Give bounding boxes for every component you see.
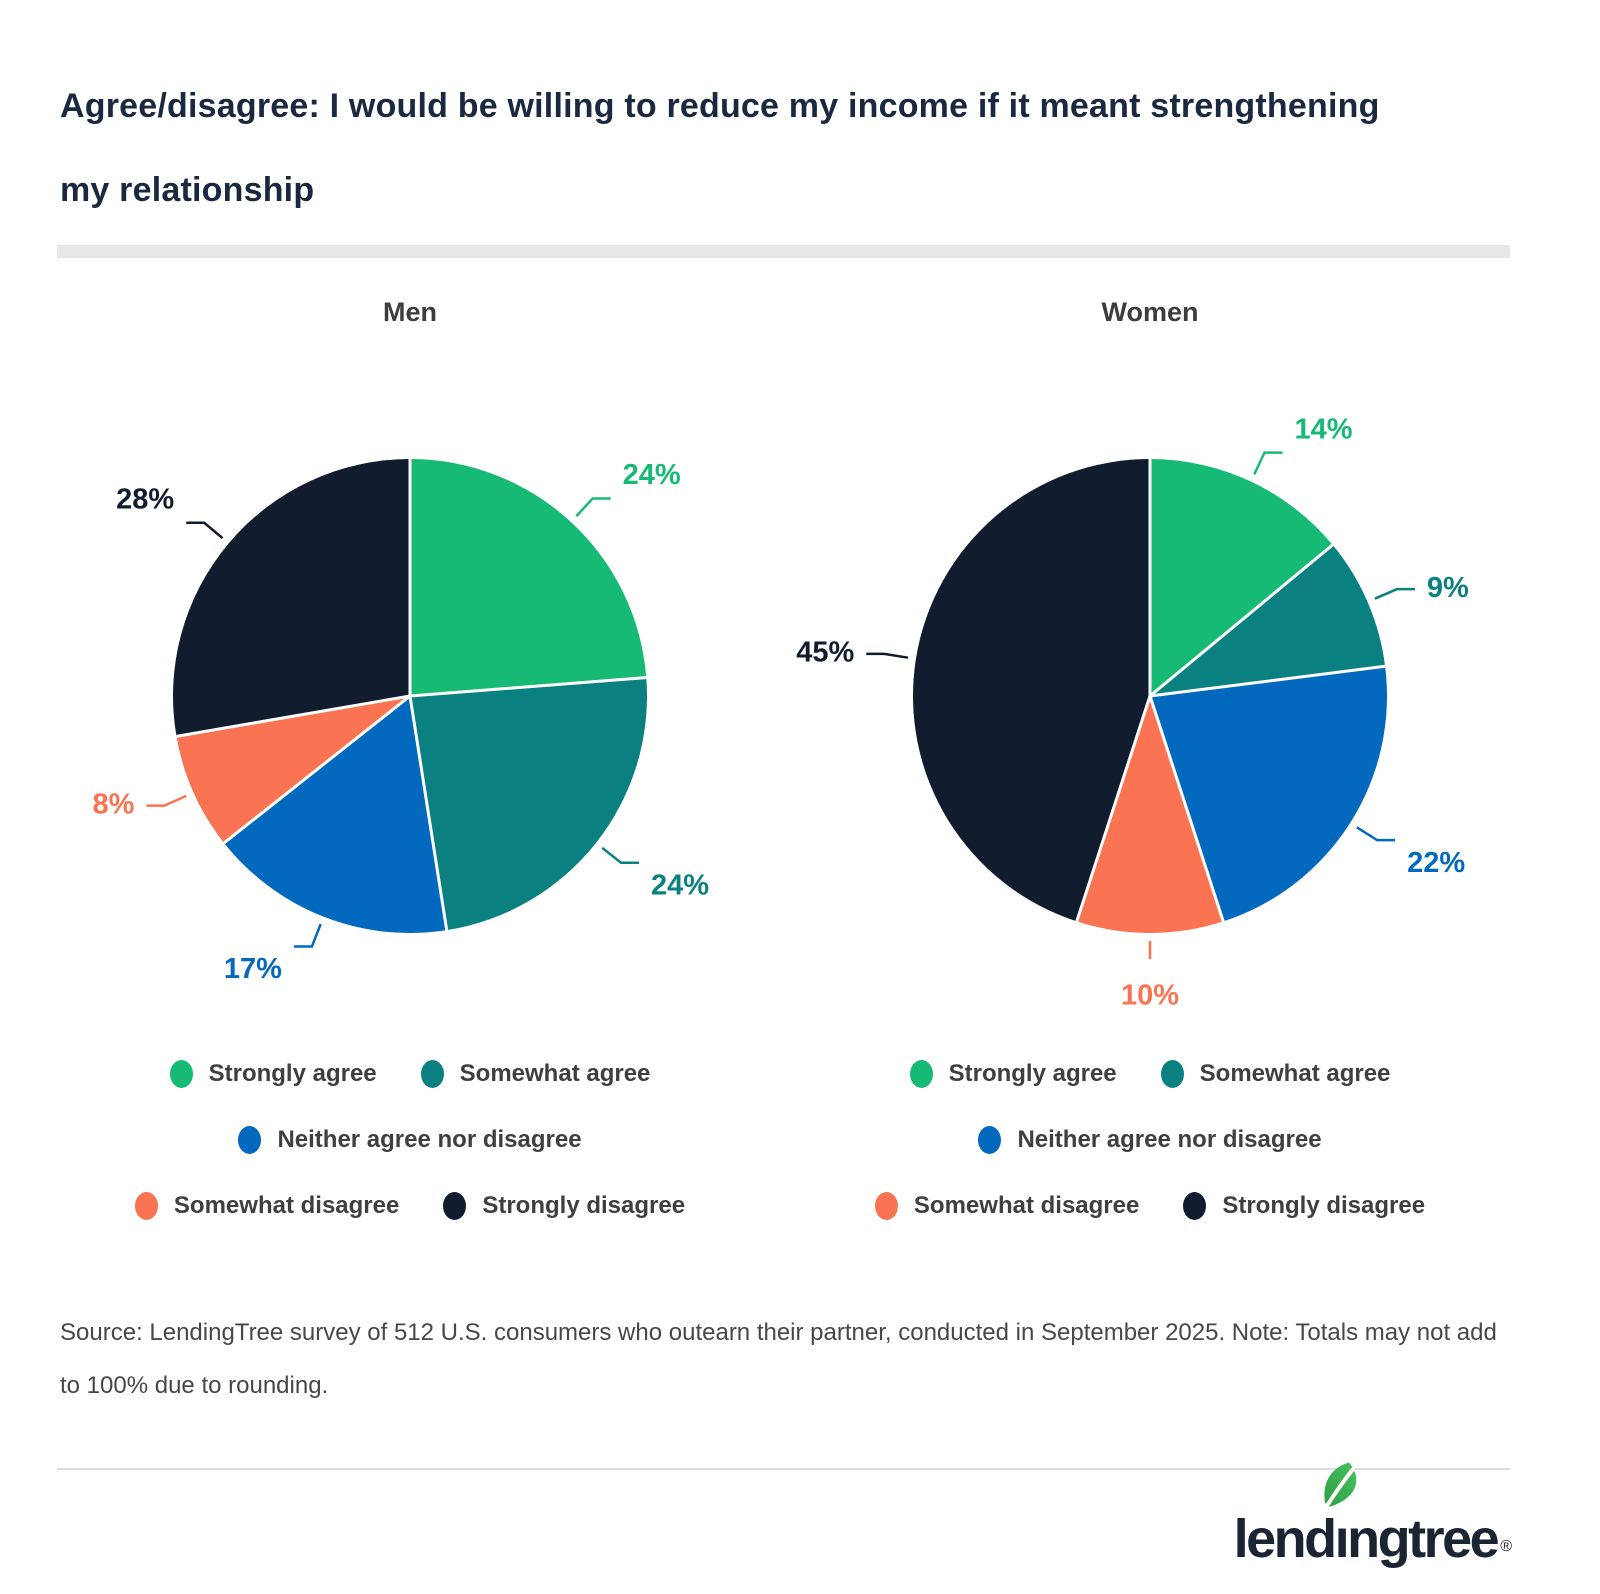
charts-row: Men 24% 24% 17% 8% 28% Strongly agree Somewha… bbox=[60, 294, 1540, 1252]
legend-label: Somewhat agree bbox=[1199, 1060, 1391, 1087]
legend-dot-strongly-disagree bbox=[443, 1192, 467, 1220]
men-legend: Strongly agree Somewhat agree Neither agre… bbox=[134, 1054, 685, 1252]
leader-line-somewhat-agree bbox=[601, 846, 640, 865]
legend-dot-somewhat-agree bbox=[1160, 1060, 1184, 1088]
registered-trademark: ® bbox=[1500, 1538, 1512, 1555]
slice-separator bbox=[409, 676, 647, 698]
legend-item-somewhat-agree: Somewhat agree bbox=[420, 1060, 651, 1088]
slice-separator bbox=[408, 695, 449, 931]
legend-dot-somewhat-agree bbox=[420, 1060, 444, 1088]
legend-item-somewhat-agree: Somewhat agree bbox=[1160, 1060, 1391, 1088]
page-title: Agree/disagree: I would be willing to re… bbox=[60, 64, 1540, 232]
pie-value-label-somewhat-disagree: 8% bbox=[92, 788, 134, 820]
logo-text-post: ngtree bbox=[1347, 1509, 1500, 1569]
legend-dot-strongly-agree bbox=[909, 1060, 933, 1088]
legend-dot-somewhat-disagree bbox=[134, 1192, 158, 1220]
legend-row: Neither agree nor disagree bbox=[238, 1120, 582, 1160]
source-note: Source: LendingTree survey of 512 U.S. c… bbox=[60, 1319, 1497, 1399]
women-pie-chart: 14% 9% 22% 10% 45% bbox=[796, 413, 1469, 1012]
slice-separator bbox=[1148, 695, 1225, 922]
leader-line-neither-agree-nor-disagree bbox=[1356, 826, 1396, 842]
pie-value-label-neither-agree-nor-disagree: 22% bbox=[1407, 847, 1465, 879]
men-chart-column: Men 24% 24% 17% 8% 28% Strongly agree Somewha… bbox=[60, 294, 760, 1252]
legend-item-somewhat-disagree: Somewhat disagree bbox=[874, 1192, 1140, 1220]
logo-row: lend ı ngtree ® bbox=[60, 1462, 1540, 1582]
legend-label: Strongly disagree bbox=[1222, 1192, 1426, 1219]
lendingtree-logo: lend ı ngtree ® bbox=[1233, 1462, 1512, 1582]
pie-value-label-neither-agree-nor-disagree: 17% bbox=[224, 953, 282, 985]
leader-line-strongly-disagree bbox=[186, 521, 224, 540]
page-title-line-1: Agree/disagree: I would be willing to re… bbox=[60, 87, 1380, 125]
slice-separator bbox=[1075, 695, 1152, 922]
leader-line-strongly-disagree bbox=[866, 652, 909, 659]
logo-letter-i: ı bbox=[1324, 1462, 1356, 1574]
pie-value-label-somewhat-agree: 9% bbox=[1427, 572, 1469, 604]
footer-divider bbox=[57, 1468, 1510, 1470]
legend-row: Strongly agree Somewhat agree bbox=[169, 1054, 651, 1094]
slice-separator bbox=[1149, 543, 1334, 698]
legend-item-somewhat-disagree: Somewhat disagree bbox=[134, 1192, 400, 1220]
legend-dot-somewhat-disagree bbox=[874, 1192, 898, 1220]
pie-slice-strongly-disagree bbox=[913, 459, 1150, 922]
legend-label: Neither agree nor disagree bbox=[1017, 1126, 1322, 1153]
logo-text-pre: lend bbox=[1233, 1509, 1338, 1569]
legend-label: Strongly disagree bbox=[482, 1192, 686, 1219]
pie-value-label-strongly-agree: 24% bbox=[623, 459, 681, 491]
leader-line-strongly-agree bbox=[1253, 451, 1283, 475]
legend-label: Strongly agree bbox=[208, 1060, 377, 1087]
men-pie-chart: 24% 24% 17% 8% 28% bbox=[92, 459, 709, 985]
title-divider-bar bbox=[57, 245, 1510, 258]
legend-dot-strongly-agree bbox=[169, 1060, 193, 1088]
pie-slice-neither-agree-nor-disagree bbox=[1150, 666, 1387, 922]
pie-slice-strongly-disagree bbox=[172, 459, 410, 737]
pie-value-label-strongly-disagree: 28% bbox=[116, 483, 174, 515]
legend-dot-neither-agree-nor-disagree bbox=[238, 1126, 262, 1154]
legend-dot-neither-agree-nor-disagree bbox=[978, 1126, 1002, 1154]
slice-separator bbox=[223, 694, 411, 845]
legend-label: Somewhat disagree bbox=[173, 1192, 400, 1219]
leader-line-strongly-agree bbox=[575, 497, 611, 518]
pie-slice-neither-agree-nor-disagree bbox=[224, 696, 447, 934]
legend-item-strongly-agree: Strongly agree bbox=[909, 1060, 1117, 1088]
pie-value-label-somewhat-disagree: 10% bbox=[1121, 980, 1179, 1012]
women-chart-column: Women 14% 9% 22% 10% 45% Strongly agree Somew… bbox=[760, 294, 1540, 1252]
page-title-line-2: my relationship bbox=[60, 171, 315, 209]
legend-row: Somewhat disagree Strongly disagree bbox=[134, 1186, 685, 1226]
pie-value-label-strongly-disagree: 45% bbox=[796, 637, 854, 669]
legend-label: Somewhat agree bbox=[459, 1060, 651, 1087]
legend-item-neither-agree-nor-disagree: Neither agree nor disagree bbox=[978, 1126, 1322, 1154]
men-chart-title: Men bbox=[383, 297, 437, 327]
pie-slice-somewhat-agree bbox=[1150, 544, 1386, 696]
slice-separator bbox=[1149, 664, 1386, 698]
women-chart-title: Women bbox=[1101, 297, 1199, 327]
women-legend: Strongly agree Somewhat agree Neither agre… bbox=[874, 1054, 1425, 1252]
legend-item-strongly-agree: Strongly agree bbox=[169, 1060, 377, 1088]
leaf-icon bbox=[1324, 1462, 1356, 1508]
legend-label: Strongly agree bbox=[948, 1060, 1117, 1087]
pie-slice-strongly-agree bbox=[1150, 459, 1333, 696]
leader-line-somewhat-agree bbox=[1374, 587, 1415, 600]
legend-row: Neither agree nor disagree bbox=[978, 1120, 1322, 1160]
pie-value-label-somewhat-agree: 24% bbox=[651, 869, 709, 901]
pie-slice-somewhat-disagree bbox=[176, 696, 410, 843]
leader-line-neither-agree-nor-disagree bbox=[293, 923, 322, 948]
pie-slice-somewhat-disagree bbox=[1076, 696, 1224, 933]
legend-row: Strongly agree Somewhat agree bbox=[909, 1054, 1391, 1094]
legend-label: Neither agree nor disagree bbox=[277, 1126, 582, 1153]
legend-dot-strongly-disagree bbox=[1183, 1192, 1207, 1220]
slice-separator bbox=[176, 694, 411, 738]
legend-item-strongly-disagree: Strongly disagree bbox=[443, 1192, 685, 1220]
legend-label: Somewhat disagree bbox=[913, 1192, 1140, 1219]
pie-value-label-strongly-agree: 14% bbox=[1295, 413, 1353, 445]
legend-item-neither-agree-nor-disagree: Neither agree nor disagree bbox=[238, 1126, 582, 1154]
legend-row: Somewhat disagree Strongly disagree bbox=[874, 1186, 1425, 1226]
legend-item-strongly-disagree: Strongly disagree bbox=[1183, 1192, 1425, 1220]
pie-slice-somewhat-agree bbox=[410, 677, 647, 931]
pie-slice-strongly-agree bbox=[410, 459, 647, 696]
leader-line-somewhat-disagree bbox=[146, 794, 187, 807]
